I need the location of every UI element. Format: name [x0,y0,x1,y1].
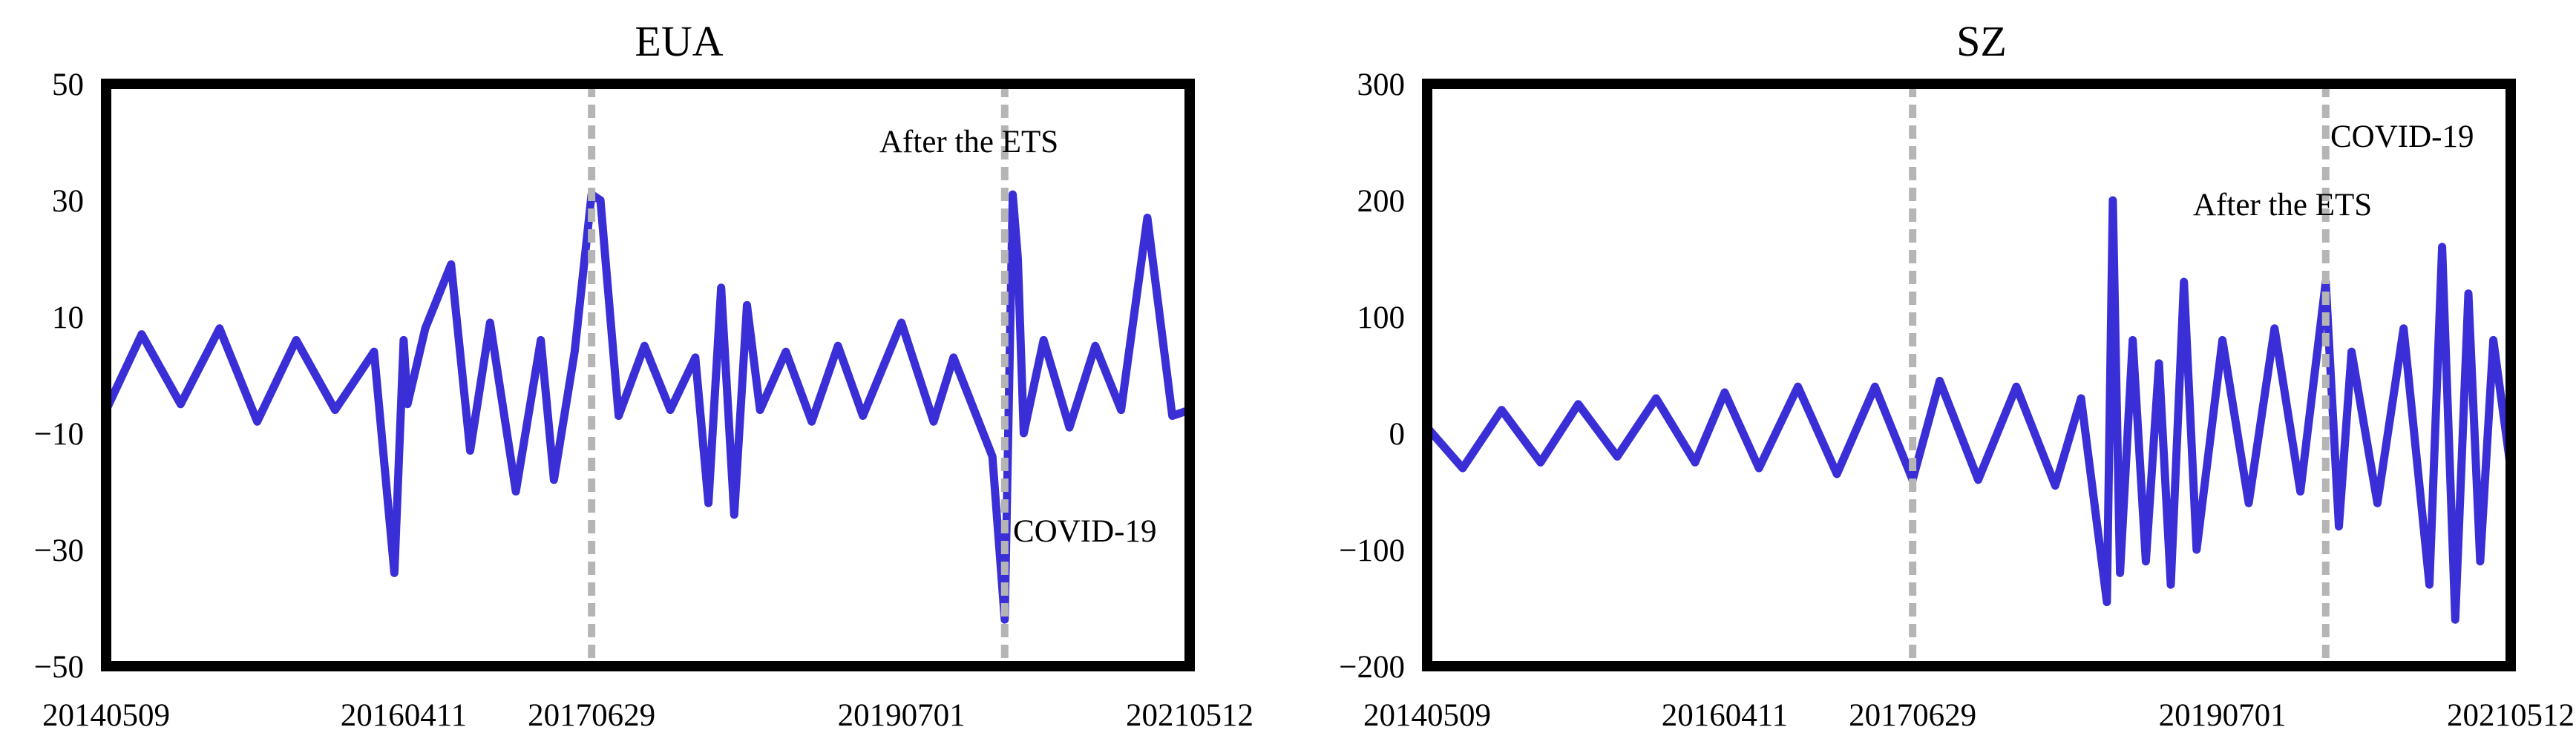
series-line-0 [102,190,1191,624]
y-tick-label: 50 [52,68,84,102]
x-tick-label: 20170629 [1849,698,1976,733]
x-axis-sz: 20140509 20160411 20170629 20190701 20210512 [1363,698,2575,733]
annotation-covid-eua: COVID-19 [1013,514,1156,549]
x-tick-label: 20210512 [2447,698,2575,733]
x-tick-label: 20190701 [2159,698,2287,733]
y-tick-label: −10 [34,417,84,452]
y-tick-label: 200 [1357,184,1406,219]
series-line-sz [1423,196,2515,624]
annotation-covid-sz: COVID-19 [2330,119,2474,154]
series-line-0 [1423,196,2515,624]
y-tick-label: 10 [52,300,84,335]
chart-panel-eua: EUA −50 −30 −10 10 30 50 20140509 20160411 2017… [34,17,1253,733]
x-axis-eua: 20140509 20160411 20170629 20190701 20210512 [42,698,1253,733]
series-line-eua [102,190,1191,624]
chart-title-sz: SZ [1956,17,2007,65]
y-tick-label: 0 [1389,417,1406,452]
plot-frame-eua [101,79,1195,671]
x-tick-label: 20140509 [42,698,170,733]
x-tick-label: 20140509 [1363,698,1491,733]
y-tick-label: −200 [1339,650,1405,685]
x-tick-label: 20160411 [1662,698,1788,733]
x-tick-label: 20210512 [1126,698,1253,733]
annotation-after-ets-eua: After the ETS [879,125,1058,160]
y-tick-label: −30 [34,533,84,568]
x-tick-label: 20170629 [528,698,655,733]
y-tick-label: −100 [1339,533,1405,568]
vertical-markers-sz [1909,84,2330,666]
y-tick-label: 100 [1357,300,1406,335]
y-axis-eua: −50 −30 −10 10 30 50 [34,68,84,685]
chart-title-eua: EUA [635,17,723,65]
x-tick-label: 20190701 [838,698,966,733]
y-tick-label: −50 [34,650,84,685]
plot-frame-sz [1422,79,2516,671]
y-axis-sz: −200 −100 0 100 200 300 [1339,68,1405,685]
x-tick-label: 20160411 [341,698,467,733]
vertical-markers-eua [588,84,1009,666]
y-tick-label: 300 [1357,68,1406,102]
annotation-after-ets-sz: After the ETS [2193,188,2372,223]
y-tick-label: 30 [52,184,84,219]
